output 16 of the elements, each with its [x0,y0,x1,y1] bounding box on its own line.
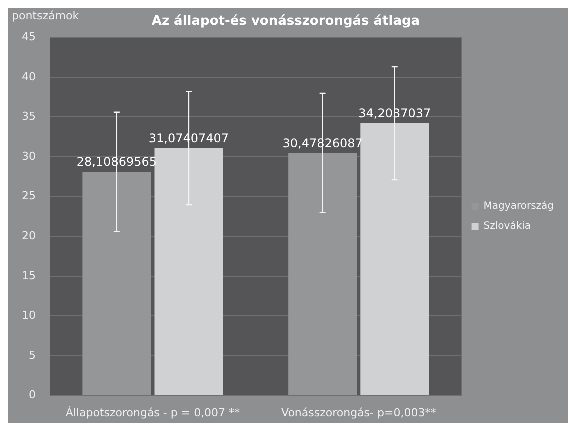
y-tick-label: 20 [22,229,36,242]
y-tick-label: 25 [22,190,36,203]
y-tick-label: 40 [22,70,36,84]
legend-label: Magyarország [484,201,554,212]
y-tick-label: 10 [22,309,36,322]
y-tick-label: 5 [28,348,36,362]
y-tick-label: 45 [22,30,36,44]
y-axis-title: pontszámok [12,9,80,22]
y-tick-label: 0 [28,388,36,402]
x-tick-label: Állapotszorongás - p = 0,007 ** [66,405,241,420]
y-tick-label: 30 [22,150,36,163]
chart-title: Az állapot-és vonásszorongás átlaga [152,14,420,30]
x-tick-label: Vonásszorongás- p=0,003** [282,406,437,420]
y-tick-label: 35 [22,110,36,124]
legend-label: Szlovákia [484,221,532,232]
y-tick-label: 15 [22,269,36,282]
